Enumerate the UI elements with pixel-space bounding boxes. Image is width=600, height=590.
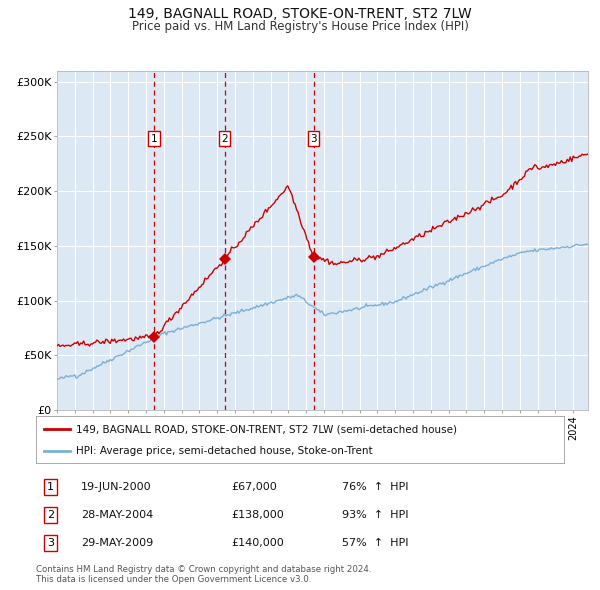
Text: 1: 1 — [151, 134, 158, 143]
Text: 19-JUN-2000: 19-JUN-2000 — [81, 482, 152, 492]
Text: 57%  ↑  HPI: 57% ↑ HPI — [342, 538, 409, 548]
Text: 76%  ↑  HPI: 76% ↑ HPI — [342, 482, 409, 492]
Text: 1: 1 — [47, 482, 54, 492]
Text: 3: 3 — [310, 134, 317, 143]
Text: 149, BAGNALL ROAD, STOKE-ON-TRENT, ST2 7LW (semi-detached house): 149, BAGNALL ROAD, STOKE-ON-TRENT, ST2 7… — [76, 424, 457, 434]
Text: 149, BAGNALL ROAD, STOKE-ON-TRENT, ST2 7LW: 149, BAGNALL ROAD, STOKE-ON-TRENT, ST2 7… — [128, 7, 472, 21]
Text: 29-MAY-2009: 29-MAY-2009 — [81, 538, 153, 548]
Text: This data is licensed under the Open Government Licence v3.0.: This data is licensed under the Open Gov… — [36, 575, 311, 584]
Text: 93%  ↑  HPI: 93% ↑ HPI — [342, 510, 409, 520]
Text: £140,000: £140,000 — [232, 538, 284, 548]
Text: Price paid vs. HM Land Registry's House Price Index (HPI): Price paid vs. HM Land Registry's House … — [131, 20, 469, 33]
Text: HPI: Average price, semi-detached house, Stoke-on-Trent: HPI: Average price, semi-detached house,… — [76, 446, 372, 456]
Text: 2: 2 — [47, 510, 55, 520]
Text: £67,000: £67,000 — [232, 482, 277, 492]
Text: 3: 3 — [47, 538, 54, 548]
Text: 28-MAY-2004: 28-MAY-2004 — [81, 510, 153, 520]
Text: Contains HM Land Registry data © Crown copyright and database right 2024.: Contains HM Land Registry data © Crown c… — [36, 565, 371, 574]
Text: 2: 2 — [221, 134, 228, 143]
Text: £138,000: £138,000 — [232, 510, 284, 520]
